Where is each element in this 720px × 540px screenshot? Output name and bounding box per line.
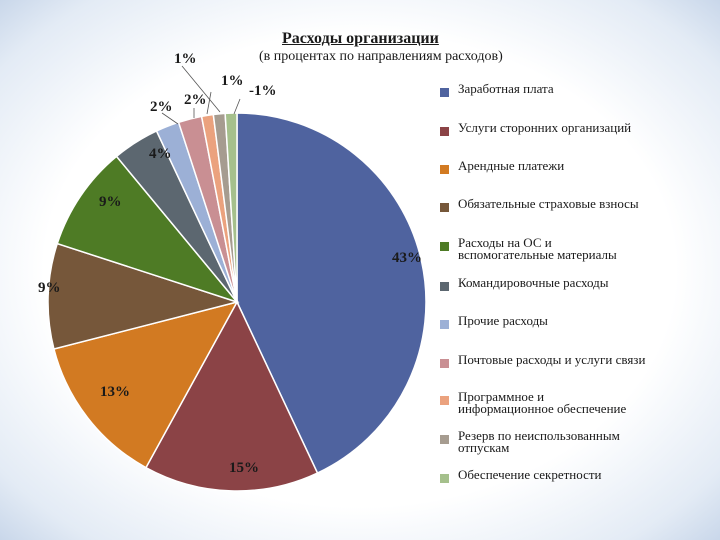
- pie-slice: [236, 112, 427, 475]
- pie-slice: [53, 300, 239, 469]
- legend-item: Почтовые расходы и услуги связи: [440, 351, 645, 368]
- legend-swatch: [440, 127, 449, 136]
- leader-line: [161, 112, 179, 125]
- legend-label: Заработная плата: [458, 81, 554, 96]
- pie-slice: [47, 242, 240, 350]
- legend-swatch: [440, 320, 449, 329]
- legend-swatch: [440, 282, 449, 291]
- legend-label: Резерв по неиспользованным отпускам: [458, 428, 620, 455]
- leader-line: [181, 65, 221, 113]
- data-label: 15%: [229, 460, 259, 476]
- legend-swatch: [440, 396, 449, 405]
- chart-title: Расходы организации: [282, 30, 439, 47]
- legend-label: Арендные платежи: [458, 158, 565, 173]
- data-label: -1%: [249, 83, 277, 99]
- legend-item: Резерв по неиспользованным отпускам: [440, 427, 620, 454]
- legend-swatch: [440, 165, 449, 174]
- legend-swatch: [440, 474, 449, 483]
- legend-label: Обеспечение секретности: [458, 467, 602, 482]
- legend-label: Обязательные страховые взносы: [458, 196, 639, 211]
- legend-item: Обеспечение секретности: [440, 466, 602, 483]
- legend-swatch: [440, 88, 449, 97]
- data-label: 9%: [99, 194, 122, 210]
- leader-line: [206, 91, 212, 115]
- legend-item: Командировочные расходы: [440, 274, 609, 291]
- data-label: 13%: [100, 384, 130, 400]
- data-label: 2%: [150, 99, 173, 115]
- data-label: 1%: [221, 73, 244, 89]
- legend-label: Программное и информационное обеспечение: [458, 389, 627, 416]
- legend-item: Обязательные страховые взносы: [440, 195, 639, 212]
- legend-item: Программное и информационное обеспечение: [440, 388, 626, 415]
- legend-label: Прочие расходы: [458, 313, 548, 328]
- chart-subtitle: (в процентах по направлениям расходов): [259, 49, 503, 64]
- data-label: 2%: [184, 92, 207, 108]
- legend-swatch: [440, 435, 449, 444]
- legend-item: Арендные платежи: [440, 157, 564, 174]
- leader-line: [233, 98, 241, 115]
- data-label: 4%: [149, 146, 172, 162]
- legend-swatch: [440, 203, 449, 212]
- data-label: 1%: [174, 51, 197, 67]
- legend-item: Расходы на ОС и вспомогательные материал…: [440, 234, 617, 261]
- legend-swatch: [440, 242, 449, 251]
- data-label: 43%: [392, 250, 422, 266]
- legend-item: Заработная плата: [440, 80, 554, 97]
- legend-item: Услуги сторонних организаций: [440, 119, 631, 136]
- pie-slice: [224, 112, 238, 303]
- pie-slice: [144, 300, 319, 492]
- legend-label: Командировочные расходы: [458, 275, 609, 290]
- pie-slice: [56, 155, 240, 304]
- legend-label: Расходы на ОС и вспомогательные материал…: [458, 235, 617, 262]
- legend-item: Прочие расходы: [440, 312, 548, 329]
- legend-label: Почтовые расходы и услуги связи: [458, 352, 646, 367]
- legend-swatch: [440, 359, 449, 368]
- data-label: 9%: [38, 280, 61, 296]
- legend-label: Услуги сторонних организаций: [458, 120, 632, 135]
